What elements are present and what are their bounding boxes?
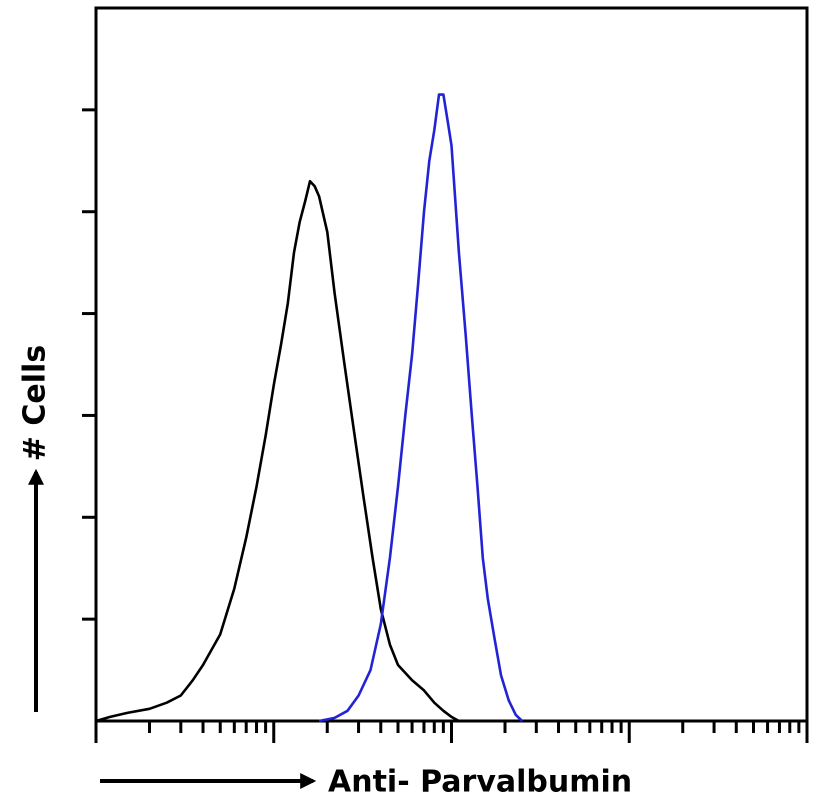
plot-frame <box>94 6 809 723</box>
histogram-series-2 <box>318 93 524 723</box>
histogram-series-1 <box>95 179 460 723</box>
x-axis-ticks <box>94 721 809 743</box>
y-axis-label: # Cells <box>18 345 53 461</box>
x-axis-label: Anti- Parvalbumin <box>328 765 632 800</box>
y-axis-ticks <box>82 108 96 621</box>
series-layer <box>95 93 524 723</box>
